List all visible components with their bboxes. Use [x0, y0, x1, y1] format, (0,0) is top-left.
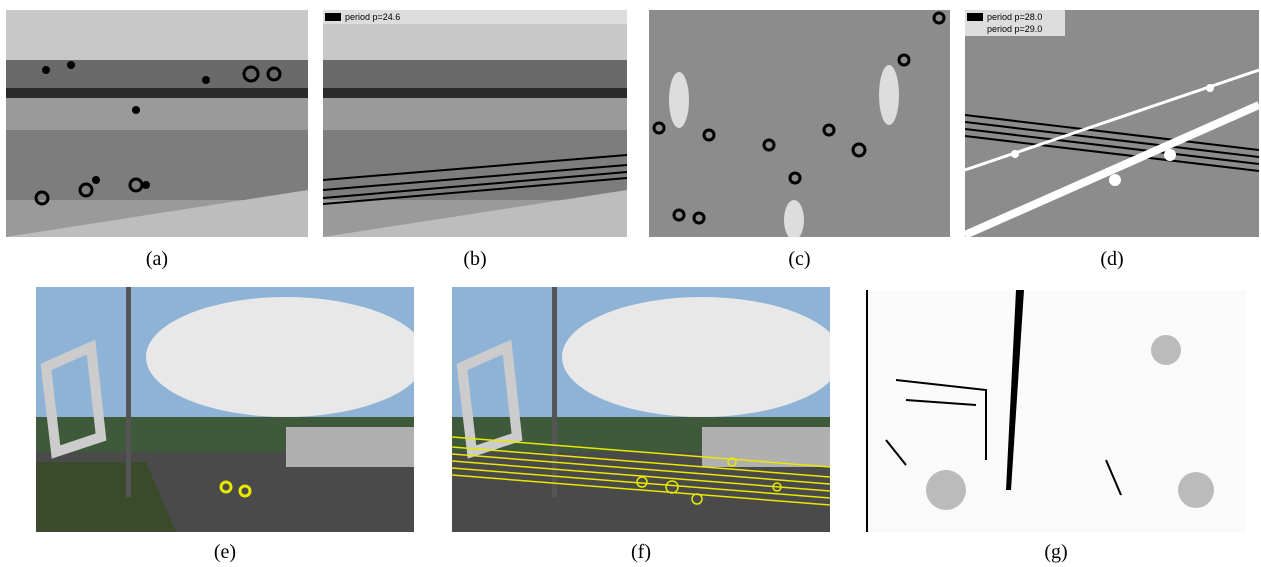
caption: (e) — [36, 541, 414, 564]
caption: (c) — [649, 248, 950, 271]
figure: (a) period p=24.6 (b) (c) period p=28.0 … — [0, 0, 1261, 567]
caption: (f) — [452, 541, 830, 564]
image-g — [866, 290, 1246, 532]
image-f — [452, 287, 830, 532]
image-b: period p=24.6 — [323, 10, 627, 237]
caption: (g) — [866, 541, 1246, 564]
image-e — [36, 287, 414, 532]
image-a — [6, 10, 308, 237]
caption: (a) — [6, 248, 308, 271]
legend-text: period p=29.0 — [987, 24, 1042, 34]
caption: (d) — [965, 248, 1259, 271]
image-c — [649, 10, 950, 237]
legend-text: period p=28.0 — [987, 12, 1042, 22]
image-d: period p=28.0 period p=29.0 — [965, 10, 1259, 237]
caption: (b) — [323, 248, 627, 271]
legend-text: period p=24.6 — [345, 12, 400, 22]
